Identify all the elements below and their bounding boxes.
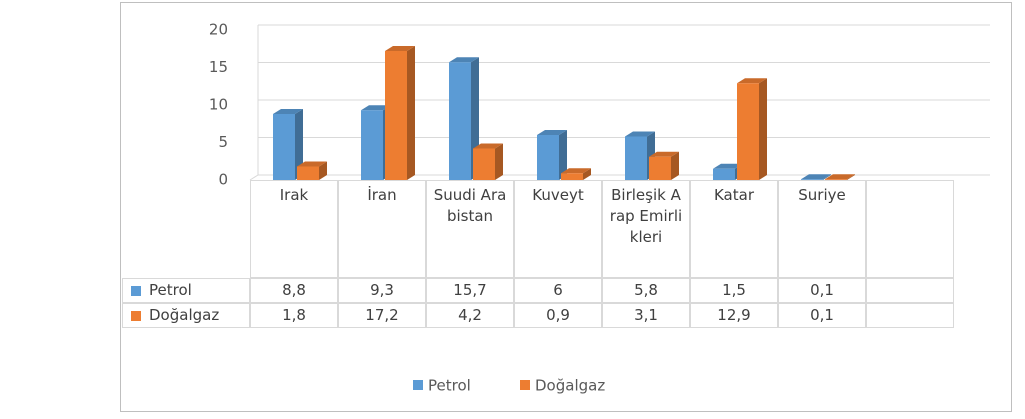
table-value: 12,9 <box>690 303 778 328</box>
table-value: 1,5 <box>690 278 778 303</box>
bar-top <box>801 174 831 180</box>
bar <box>449 62 471 180</box>
bar-side <box>319 161 327 180</box>
table-value: 9,3 <box>338 278 426 303</box>
table-value: 0,1 <box>778 303 866 328</box>
bar-top <box>649 151 679 157</box>
bar-top <box>737 78 767 84</box>
category-label: Suudi Arabistan <box>426 180 514 278</box>
bar <box>737 83 759 180</box>
bar-top <box>449 57 479 63</box>
table-value: 6 <box>514 278 602 303</box>
bar <box>473 148 495 180</box>
category-label: Kuveyt <box>514 180 602 278</box>
table-value: 0,9 <box>514 303 602 328</box>
bar-side <box>847 174 855 180</box>
table-value: 0,1 <box>778 278 866 303</box>
table-row-label: Petrol <box>122 278 250 303</box>
category-label: Birleşik Arap Emirlikleri <box>602 180 690 278</box>
bar-top <box>537 130 567 135</box>
bar-top <box>473 143 503 149</box>
bar <box>297 166 319 180</box>
legend-swatch <box>131 311 141 321</box>
bar-top <box>297 161 327 167</box>
category-label: Suriye <box>778 180 866 278</box>
legend-label: Doğalgaz <box>535 377 605 395</box>
legend-label: Petrol <box>428 377 471 395</box>
table-value: 5,8 <box>602 278 690 303</box>
bar-side <box>823 174 831 180</box>
category-label: Irak <box>250 180 338 278</box>
legend-swatch <box>413 380 423 390</box>
chart-frame <box>120 2 1012 412</box>
bar <box>649 156 671 180</box>
legend-swatch <box>520 380 530 390</box>
bar <box>625 136 647 180</box>
table-value <box>866 303 954 328</box>
category-label: Katar <box>690 180 778 278</box>
table-value: 1,8 <box>250 303 338 328</box>
bar-side <box>583 168 591 180</box>
bar <box>825 179 847 180</box>
table-row-label: Doğalgaz <box>122 303 250 328</box>
table-value: 3,1 <box>602 303 690 328</box>
y-tick-label: 5 <box>218 133 228 151</box>
y-tick-label: 20 <box>209 21 228 39</box>
y-tick-label: 0 <box>218 171 228 189</box>
bar <box>537 135 559 180</box>
y-tick-label: 10 <box>209 96 228 114</box>
bar <box>361 110 383 180</box>
bar-top <box>625 131 655 137</box>
legend-swatch <box>131 286 141 296</box>
bar-top <box>273 109 303 114</box>
bar <box>713 168 735 180</box>
table-value: 8,8 <box>250 278 338 303</box>
floor-edge <box>249 174 259 181</box>
bar-side <box>759 78 767 180</box>
bar-side <box>671 151 679 180</box>
bar-top <box>825 174 855 180</box>
bar-top <box>561 168 591 174</box>
bar-side <box>495 143 503 180</box>
bar-side <box>559 130 567 180</box>
category-label <box>866 180 954 278</box>
table-value: 15,7 <box>426 278 514 303</box>
y-tick-label: 15 <box>209 58 228 76</box>
bar <box>561 173 583 180</box>
category-label: İran <box>338 180 426 278</box>
bar-side <box>407 46 415 180</box>
table-value <box>866 278 954 303</box>
bar-top <box>361 105 391 111</box>
bar <box>801 179 823 180</box>
bar <box>385 51 407 180</box>
table-value: 4,2 <box>426 303 514 328</box>
bar-side <box>295 109 303 180</box>
table-value: 17,2 <box>338 303 426 328</box>
bar <box>273 114 295 180</box>
bar-top <box>385 46 415 51</box>
bar-top <box>713 163 743 169</box>
